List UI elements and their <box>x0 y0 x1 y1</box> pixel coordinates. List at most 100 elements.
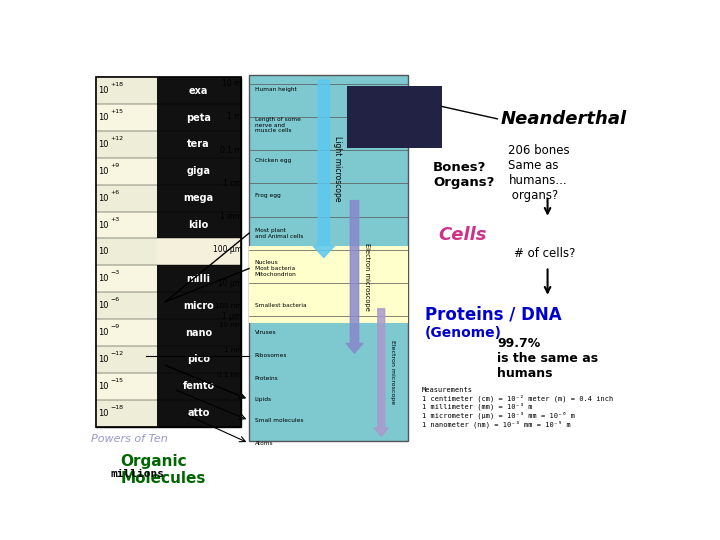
Text: 99.7%
is the same as
humans: 99.7% is the same as humans <box>498 337 598 380</box>
Text: +18: +18 <box>110 82 123 87</box>
FancyBboxPatch shape <box>156 77 240 104</box>
FancyBboxPatch shape <box>96 346 156 373</box>
Text: Ribosomes: Ribosomes <box>255 353 287 359</box>
Text: tera: tera <box>187 139 210 150</box>
Text: pico: pico <box>187 354 210 364</box>
Text: −9: −9 <box>110 324 120 329</box>
FancyBboxPatch shape <box>156 104 240 131</box>
Text: 10: 10 <box>99 220 109 230</box>
Text: 1 μm: 1 μm <box>222 312 242 321</box>
Text: Most plant
and Animal cells: Most plant and Animal cells <box>255 228 303 239</box>
Text: +9: +9 <box>110 163 120 168</box>
Text: −3: −3 <box>110 271 120 275</box>
FancyBboxPatch shape <box>249 246 408 322</box>
FancyBboxPatch shape <box>96 185 156 212</box>
FancyBboxPatch shape <box>96 77 240 427</box>
Text: −6: −6 <box>110 297 120 302</box>
Text: Neanderthal: Neanderthal <box>500 110 626 128</box>
FancyBboxPatch shape <box>96 319 156 346</box>
FancyBboxPatch shape <box>156 265 240 292</box>
Text: Light microscope: Light microscope <box>333 136 342 201</box>
FancyBboxPatch shape <box>96 400 156 427</box>
Text: kilo: kilo <box>189 220 209 230</box>
FancyBboxPatch shape <box>96 104 156 131</box>
Text: 1 m: 1 m <box>228 112 242 122</box>
FancyBboxPatch shape <box>249 75 408 441</box>
Text: # of cells?: # of cells? <box>514 247 575 260</box>
Text: −15: −15 <box>110 378 123 383</box>
Text: +3: +3 <box>110 217 120 221</box>
Text: 1 nm: 1 nm <box>224 347 242 353</box>
Text: 206 bones
Same as
humans...
 organs?: 206 bones Same as humans... organs? <box>508 144 570 202</box>
Text: 100 nm: 100 nm <box>215 303 242 309</box>
FancyBboxPatch shape <box>156 319 240 346</box>
FancyBboxPatch shape <box>96 158 156 185</box>
Text: atto: atto <box>187 408 210 418</box>
Text: +6: +6 <box>110 190 120 195</box>
Text: Length of some
nerve and
muscle cells: Length of some nerve and muscle cells <box>255 117 300 133</box>
Text: 100 μm: 100 μm <box>212 245 242 254</box>
Text: 10: 10 <box>99 409 109 417</box>
FancyBboxPatch shape <box>156 185 240 212</box>
Text: Lipids: Lipids <box>255 397 271 402</box>
FancyBboxPatch shape <box>156 158 240 185</box>
FancyArrowPatch shape <box>313 80 334 258</box>
FancyBboxPatch shape <box>96 292 156 319</box>
Text: femto: femto <box>183 381 215 391</box>
Text: (Genome): (Genome) <box>425 326 502 340</box>
Text: +15: +15 <box>110 109 123 114</box>
Text: 10: 10 <box>99 274 109 284</box>
FancyArrowPatch shape <box>346 201 363 353</box>
FancyBboxPatch shape <box>156 373 240 400</box>
FancyBboxPatch shape <box>96 239 156 265</box>
Text: 10: 10 <box>99 247 109 256</box>
Text: Electron microscope: Electron microscope <box>390 340 395 404</box>
Text: 10: 10 <box>99 113 109 122</box>
FancyBboxPatch shape <box>156 212 240 239</box>
Text: +12: +12 <box>110 136 123 141</box>
Text: Measurements
1 centimeter (cm) = 10⁻² meter (m) = 0.4 inch
1 millimeter (mm) = 1: Measurements 1 centimeter (cm) = 10⁻² me… <box>422 387 613 428</box>
Text: 10 μm: 10 μm <box>217 279 242 288</box>
FancyBboxPatch shape <box>96 77 156 104</box>
Text: micro: micro <box>183 301 214 310</box>
Text: Chicken egg: Chicken egg <box>255 158 291 163</box>
Text: Organic
Molecules: Organic Molecules <box>121 454 206 486</box>
Text: milli: milli <box>186 274 210 284</box>
Text: 10 nm: 10 nm <box>220 322 242 328</box>
FancyBboxPatch shape <box>96 265 156 292</box>
FancyBboxPatch shape <box>347 85 441 148</box>
Text: exa: exa <box>189 86 208 96</box>
Text: mega: mega <box>184 193 214 203</box>
Text: 1 mm: 1 mm <box>220 212 242 221</box>
Text: Smallest bacteria: Smallest bacteria <box>255 303 306 308</box>
Text: millions: millions <box>110 469 164 478</box>
FancyBboxPatch shape <box>156 346 240 373</box>
Text: Proteins / DNA: Proteins / DNA <box>425 305 562 323</box>
Text: 10: 10 <box>99 382 109 391</box>
Text: Human height: Human height <box>255 87 297 92</box>
Text: Small molecules: Small molecules <box>255 418 303 423</box>
Text: 10: 10 <box>99 140 109 149</box>
Text: Frog egg: Frog egg <box>255 193 280 198</box>
Text: peta: peta <box>186 112 211 123</box>
Text: 10: 10 <box>99 301 109 310</box>
Text: Viruses: Viruses <box>255 330 276 335</box>
Text: Powers of Ten: Powers of Ten <box>91 434 168 444</box>
FancyBboxPatch shape <box>96 373 156 400</box>
FancyBboxPatch shape <box>96 131 156 158</box>
Text: 10: 10 <box>99 328 109 337</box>
Text: 0.1 nm: 0.1 nm <box>217 372 242 377</box>
Text: Atoms: Atoms <box>255 441 273 446</box>
Text: giga: giga <box>186 166 210 176</box>
Text: 10 m: 10 m <box>222 79 242 88</box>
Text: Electron microscope: Electron microscope <box>364 243 370 311</box>
FancyBboxPatch shape <box>156 400 240 427</box>
FancyBboxPatch shape <box>96 212 156 239</box>
Text: Proteins: Proteins <box>255 376 279 381</box>
Text: nano: nano <box>185 328 212 338</box>
Text: 10: 10 <box>99 355 109 364</box>
Text: Cells: Cells <box>438 226 487 244</box>
FancyBboxPatch shape <box>156 292 240 319</box>
Text: 1 cm: 1 cm <box>223 179 242 188</box>
Text: −18: −18 <box>110 404 123 410</box>
